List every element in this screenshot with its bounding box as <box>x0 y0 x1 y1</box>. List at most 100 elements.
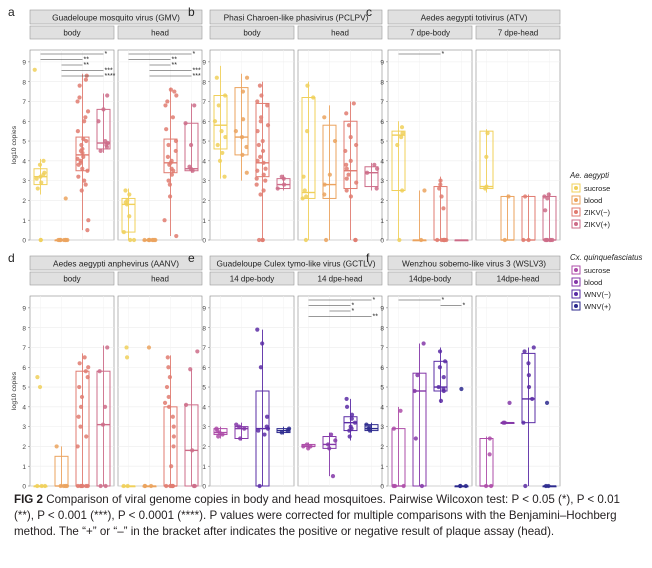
box-group <box>142 237 158 243</box>
y-tick-label: 3 <box>22 178 26 185</box>
panel-title-strip <box>387 255 561 271</box>
data-point <box>439 237 444 243</box>
facet-strip <box>387 271 473 286</box>
data-point <box>170 115 175 120</box>
data-point <box>100 422 106 427</box>
legend-key <box>571 183 581 193</box>
data-point <box>32 67 37 72</box>
legend-label: WNV(+) <box>584 302 611 311</box>
data-point <box>255 168 260 173</box>
panel-letter: c <box>366 5 372 19</box>
plot-area <box>387 295 473 487</box>
facet-label: body <box>63 275 80 284</box>
data-point <box>192 483 197 489</box>
data-point <box>437 365 442 370</box>
data-point <box>222 174 227 179</box>
data-point <box>212 119 218 124</box>
data-point <box>286 426 292 431</box>
y-tick-label: 0 <box>202 238 206 245</box>
plot-area <box>29 295 115 487</box>
data-point <box>395 142 400 148</box>
y-tick-label: 9 <box>380 305 384 312</box>
data-point <box>399 125 405 130</box>
data-point <box>522 349 527 354</box>
data-point <box>346 123 352 128</box>
data-point <box>244 170 249 175</box>
data-point <box>105 345 110 350</box>
data-point <box>63 196 68 201</box>
facet-strip <box>117 25 203 40</box>
significance-label: ** <box>172 57 178 64</box>
significance-label: *** <box>193 68 201 75</box>
data-point <box>219 129 224 134</box>
data-point <box>438 398 444 403</box>
data-point <box>435 237 440 243</box>
data-point <box>348 194 354 199</box>
data-point <box>437 349 443 354</box>
data-point <box>257 83 263 88</box>
y-tick-label: 4 <box>202 404 206 411</box>
data-point <box>257 483 262 489</box>
legend-key <box>571 219 581 229</box>
data-point <box>485 131 490 136</box>
panel-title: Phasi Charoen-like phasivirus (PCLPV) <box>224 13 369 23</box>
data-point <box>375 166 380 171</box>
box-group <box>500 400 515 425</box>
data-point <box>86 365 91 370</box>
legend-key-dot <box>574 292 578 296</box>
data-point <box>303 237 309 243</box>
panel-letter: b <box>188 5 195 19</box>
data-point <box>441 388 446 394</box>
data-point <box>166 178 171 183</box>
data-point <box>42 483 48 489</box>
data-point <box>436 384 441 390</box>
data-point <box>441 206 446 211</box>
significance-label: * <box>442 51 445 58</box>
data-point <box>330 474 336 479</box>
box-group <box>479 436 494 489</box>
data-point <box>487 452 492 457</box>
data-point <box>502 420 507 425</box>
y-tick-label: 6 <box>202 119 206 126</box>
data-point <box>354 142 359 148</box>
facet-body: body <box>209 25 295 243</box>
data-point <box>121 229 126 235</box>
significance-label: * <box>442 297 445 304</box>
data-point <box>349 412 355 417</box>
data-point <box>222 93 228 98</box>
data-point <box>121 483 126 489</box>
data-point <box>164 127 169 132</box>
data-point <box>80 150 85 156</box>
data-point <box>523 194 528 199</box>
box-group <box>121 345 136 489</box>
y-tick-label: 8 <box>22 79 26 86</box>
y-tick-label: 4 <box>380 404 384 411</box>
box-group <box>322 432 338 479</box>
plot-area <box>117 295 203 487</box>
legend-key-dot <box>574 222 578 226</box>
plot-area <box>209 49 295 241</box>
data-point <box>349 416 354 421</box>
y-tick-label: 0 <box>22 484 26 490</box>
legend-title: Cx. quinquefasciatus <box>570 253 642 262</box>
legend-key-dot <box>574 268 578 272</box>
data-point <box>83 77 88 82</box>
data-point <box>75 483 81 489</box>
y-axis-label: log10 copies <box>11 125 18 164</box>
y-tick-label: 3 <box>202 424 206 431</box>
data-point <box>41 158 46 163</box>
facet-strip <box>297 271 383 286</box>
facet-strip <box>209 271 295 286</box>
data-point <box>77 95 82 100</box>
facet-head: head <box>297 25 383 243</box>
data-point <box>459 386 464 392</box>
data-point <box>255 158 260 163</box>
y-tick-label: 6 <box>22 119 26 126</box>
facet-strip <box>297 25 383 40</box>
data-point <box>165 355 170 360</box>
box-group <box>521 345 536 489</box>
legend-key-dot <box>574 280 578 284</box>
box-group <box>183 103 199 173</box>
data-point <box>35 375 40 380</box>
data-point <box>265 103 270 108</box>
